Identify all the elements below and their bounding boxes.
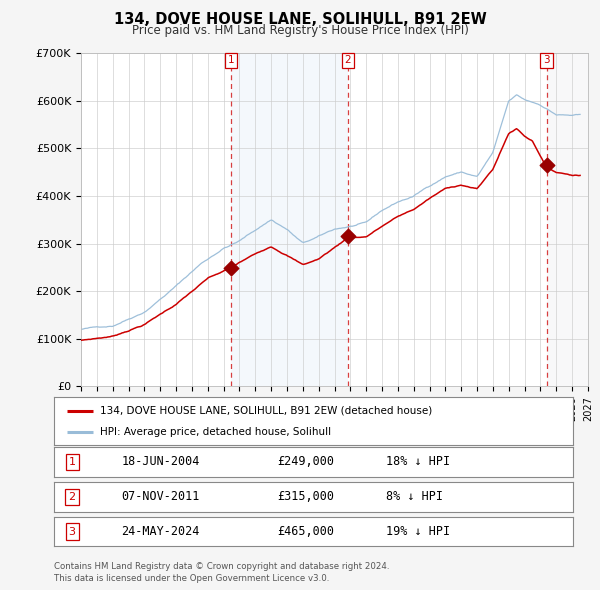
Text: £315,000: £315,000 [277,490,334,503]
Text: 3: 3 [544,55,550,65]
Text: 3: 3 [68,527,76,536]
Text: 19% ↓ HPI: 19% ↓ HPI [386,525,450,538]
Text: 1: 1 [227,55,234,65]
Point [343,232,353,241]
Text: 18-JUN-2004: 18-JUN-2004 [121,455,200,468]
Text: HPI: Average price, detached house, Solihull: HPI: Average price, detached house, Soli… [100,427,331,437]
Text: Price paid vs. HM Land Registry's House Price Index (HPI): Price paid vs. HM Land Registry's House … [131,24,469,37]
Text: 2: 2 [68,492,76,502]
Text: £465,000: £465,000 [277,525,334,538]
Bar [547,53,588,386]
Point [226,263,236,273]
Text: 07-NOV-2011: 07-NOV-2011 [121,490,200,503]
Bar [547,53,588,386]
Text: 2: 2 [344,55,351,65]
Text: 134, DOVE HOUSE LANE, SOLIHULL, B91 2EW (detached house): 134, DOVE HOUSE LANE, SOLIHULL, B91 2EW … [100,405,432,415]
Point [542,160,551,170]
Text: Contains HM Land Registry data © Crown copyright and database right 2024.: Contains HM Land Registry data © Crown c… [54,562,389,571]
Text: This data is licensed under the Open Government Licence v3.0.: This data is licensed under the Open Gov… [54,574,329,583]
Text: 1: 1 [68,457,76,467]
Text: £249,000: £249,000 [277,455,334,468]
Text: 18% ↓ HPI: 18% ↓ HPI [386,455,450,468]
Text: 134, DOVE HOUSE LANE, SOLIHULL, B91 2EW: 134, DOVE HOUSE LANE, SOLIHULL, B91 2EW [113,12,487,27]
Text: 24-MAY-2024: 24-MAY-2024 [121,525,200,538]
Bar [231,53,348,386]
Text: 8% ↓ HPI: 8% ↓ HPI [386,490,443,503]
